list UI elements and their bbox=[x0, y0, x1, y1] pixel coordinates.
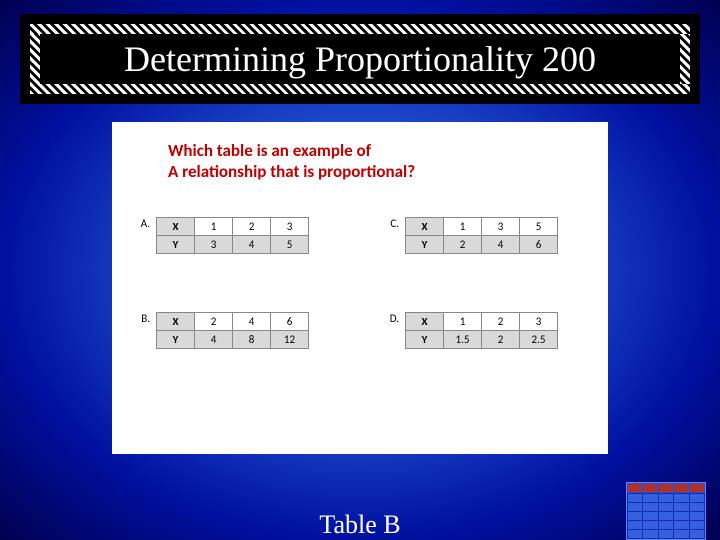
table-label-a: A. bbox=[138, 217, 150, 230]
table-label-d: D. bbox=[387, 312, 399, 325]
cell: 6 bbox=[271, 312, 309, 330]
cell: 6 bbox=[520, 235, 558, 253]
cell: 1 bbox=[195, 217, 233, 235]
cell: 2 bbox=[195, 312, 233, 330]
cell: 2 bbox=[482, 330, 520, 348]
table-c: X 1 3 5 Y 2 4 6 bbox=[405, 217, 558, 254]
table-row: Y 4 8 12 bbox=[157, 330, 309, 348]
table-d: X 1 2 3 Y 1.5 2 2.5 bbox=[405, 312, 558, 349]
table-block-d: D. X 1 2 3 Y 1.5 2 2.5 bbox=[387, 312, 582, 349]
cell: 1.5 bbox=[444, 330, 482, 348]
question-card: Which table is an example of A relations… bbox=[112, 122, 608, 454]
cell: 3 bbox=[271, 217, 309, 235]
table-row: Y 3 4 5 bbox=[157, 235, 309, 253]
jeopardy-cells bbox=[627, 493, 705, 539]
table-label-b: B. bbox=[138, 312, 150, 325]
cell: 4 bbox=[233, 235, 271, 253]
table-block-a: A. X 1 2 3 Y 3 4 5 bbox=[138, 217, 333, 254]
cell: 3 bbox=[195, 235, 233, 253]
table-b: X 2 4 6 Y 4 8 12 bbox=[156, 312, 309, 349]
table-label-c: C. bbox=[387, 217, 399, 230]
cell: 1 bbox=[444, 312, 482, 330]
cell: 12 bbox=[271, 330, 309, 348]
table-block-c: C. X 1 3 5 Y 2 4 6 bbox=[387, 217, 582, 254]
cell: 2 bbox=[233, 217, 271, 235]
question-text: Which table is an example of A relations… bbox=[168, 140, 586, 183]
table-a: X 1 2 3 Y 3 4 5 bbox=[156, 217, 309, 254]
cell: Y bbox=[406, 330, 444, 348]
cell: 3 bbox=[520, 312, 558, 330]
question-line-1: Which table is an example of bbox=[168, 140, 371, 161]
cell: 5 bbox=[520, 217, 558, 235]
answer-text: Table B bbox=[0, 510, 720, 540]
table-row: X 1 2 3 bbox=[157, 217, 309, 235]
cell: Y bbox=[157, 235, 195, 253]
question-line-2: A relationship that is proportional? bbox=[168, 161, 415, 182]
cell: X bbox=[406, 217, 444, 235]
table-row: X 1 2 3 bbox=[406, 312, 558, 330]
cell: X bbox=[406, 312, 444, 330]
table-row: X 1 3 5 bbox=[406, 217, 558, 235]
cell: 4 bbox=[233, 312, 271, 330]
cell: 1 bbox=[444, 217, 482, 235]
table-row: Y 1.5 2 2.5 bbox=[406, 330, 558, 348]
cell: 8 bbox=[233, 330, 271, 348]
page-title: Determining Proportionality 200 bbox=[38, 38, 682, 80]
cell: 4 bbox=[195, 330, 233, 348]
cell: Y bbox=[157, 330, 195, 348]
cell: 5 bbox=[271, 235, 309, 253]
cell: Y bbox=[406, 235, 444, 253]
table-block-b: B. X 2 4 6 Y 4 8 12 bbox=[138, 312, 333, 349]
title-banner: Determining Proportionality 200 bbox=[20, 14, 700, 104]
cell: X bbox=[157, 217, 195, 235]
cell: X bbox=[157, 312, 195, 330]
tables-grid: A. X 1 2 3 Y 3 4 5 C. X bbox=[134, 217, 586, 349]
cell: 2.5 bbox=[520, 330, 558, 348]
table-row: X 2 4 6 bbox=[157, 312, 309, 330]
table-row: Y 2 4 6 bbox=[406, 235, 558, 253]
cell: 3 bbox=[482, 217, 520, 235]
jeopardy-header-row bbox=[627, 483, 705, 493]
cell: 4 bbox=[482, 235, 520, 253]
jeopardy-board-button[interactable] bbox=[626, 482, 706, 540]
cell: 2 bbox=[444, 235, 482, 253]
cell: 2 bbox=[482, 312, 520, 330]
